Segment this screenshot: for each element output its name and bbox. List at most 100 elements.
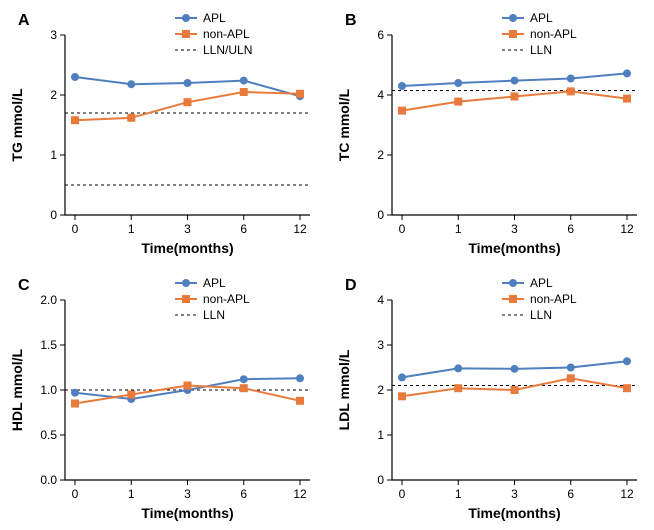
non-apl-marker [398,392,406,400]
legend-nonapl-label: non-APL [530,27,577,41]
ytick-label: 2 [377,148,384,162]
panel-letter: D [345,277,357,294]
xtick-label: 3 [184,222,191,236]
y-axis-title: TG mmol/L [9,88,25,162]
apl-marker [511,77,519,85]
apl-marker [454,79,462,87]
legend-nonapl-label: non-APL [203,27,250,41]
apl-marker [71,389,79,397]
legend-apl-marker [182,279,190,287]
non-apl-marker [127,391,135,399]
y-axis-title: LDL mmol/L [336,349,352,430]
xtick-label: 0 [399,487,406,501]
apl-marker [567,75,575,83]
xtick-label: 3 [184,487,191,501]
xtick-label: 6 [240,222,247,236]
xtick-label: 1 [128,487,135,501]
xtick-label: 12 [620,487,634,501]
non-apl-marker [511,93,519,101]
legend-apl-label: APL [530,11,553,25]
ytick-label: 1.5 [40,338,57,352]
legend-nonapl-label: non-APL [203,292,250,306]
non-apl-marker [623,384,631,392]
non-apl-marker [71,116,79,124]
xtick-label: 0 [72,487,79,501]
apl-marker [623,69,631,77]
legend-apl-label: APL [203,11,226,25]
panel-D: D01234013612LDL mmol/LTime(months)APLnon… [327,265,654,530]
ytick-label: 1 [50,148,57,162]
legend-ref-label: LLN [530,43,552,57]
ytick-label: 1 [377,428,384,442]
ytick-label: 3 [50,28,57,42]
x-axis-title: Time(months) [468,505,560,521]
non-apl-marker [398,107,406,115]
xtick-label: 1 [128,222,135,236]
legend-nonapl-label: non-APL [530,292,577,306]
apl-marker [511,365,519,373]
ytick-label: 2 [50,88,57,102]
xtick-label: 1 [455,222,462,236]
panel-letter: A [18,12,30,29]
xtick-label: 0 [399,222,406,236]
legend-nonapl-marker [509,295,517,303]
x-axis-title: Time(months) [141,240,233,256]
apl-marker [398,82,406,90]
non-apl-marker [623,95,631,103]
xtick-label: 1 [455,487,462,501]
xtick-label: 12 [293,487,307,501]
legend-apl-marker [509,14,517,22]
ytick-label: 4 [377,88,384,102]
panel-C: C0.00.51.01.52.0013612HDL mmol/LTime(mon… [0,265,327,530]
legend-apl-marker [182,14,190,22]
chart-grid: A0123013612TG mmol/LTime(months)APLnon-A… [0,0,654,530]
legend-ref-label: LLN [530,308,552,322]
y-axis-title: HDL mmol/L [9,348,25,431]
legend-apl-marker [509,279,517,287]
xtick-label: 6 [240,487,247,501]
non-apl-marker [71,400,79,408]
apl-marker [454,364,462,372]
legend-ref-label: LLN [203,308,225,322]
ytick-label: 0 [377,473,384,487]
apl-marker [296,374,304,382]
legend-nonapl-marker [509,30,517,38]
apl-marker [398,373,406,381]
apl-marker [240,77,248,85]
ytick-label: 6 [377,28,384,42]
non-apl-marker [296,397,304,405]
ytick-label: 2 [377,383,384,397]
non-apl-marker [296,90,304,98]
xtick-label: 3 [511,222,518,236]
axes [392,35,637,215]
xtick-label: 0 [72,222,79,236]
ytick-label: 0.5 [40,428,57,442]
panel-B: B0246013612TC mmol/LTime(months)APLnon-A… [327,0,654,265]
panel-A: A0123013612TG mmol/LTime(months)APLnon-A… [0,0,327,265]
non-apl-marker [184,98,192,106]
apl-marker [127,80,135,88]
xtick-label: 6 [567,487,574,501]
apl-marker [240,375,248,383]
non-apl-marker [240,88,248,96]
legend-nonapl-marker [182,295,190,303]
apl-marker [623,357,631,365]
apl-marker [567,364,575,372]
legend-apl-label: APL [530,276,553,290]
y-axis-title: TC mmol/L [336,88,352,161]
ytick-label: 0 [377,208,384,222]
xtick-label: 12 [620,222,634,236]
non-apl-marker [454,384,462,392]
ytick-label: 1.0 [40,383,57,397]
non-apl-marker [567,374,575,382]
apl-marker [184,79,192,87]
legend-ref-label: LLN/ULN [203,43,252,57]
non-apl-marker [127,114,135,122]
apl-marker [71,73,79,81]
non-apl-marker [184,382,192,390]
ytick-label: 3 [377,338,384,352]
ytick-label: 0 [50,208,57,222]
x-axis-title: Time(months) [141,505,233,521]
non-apl-marker [454,98,462,106]
ytick-label: 4 [377,293,384,307]
